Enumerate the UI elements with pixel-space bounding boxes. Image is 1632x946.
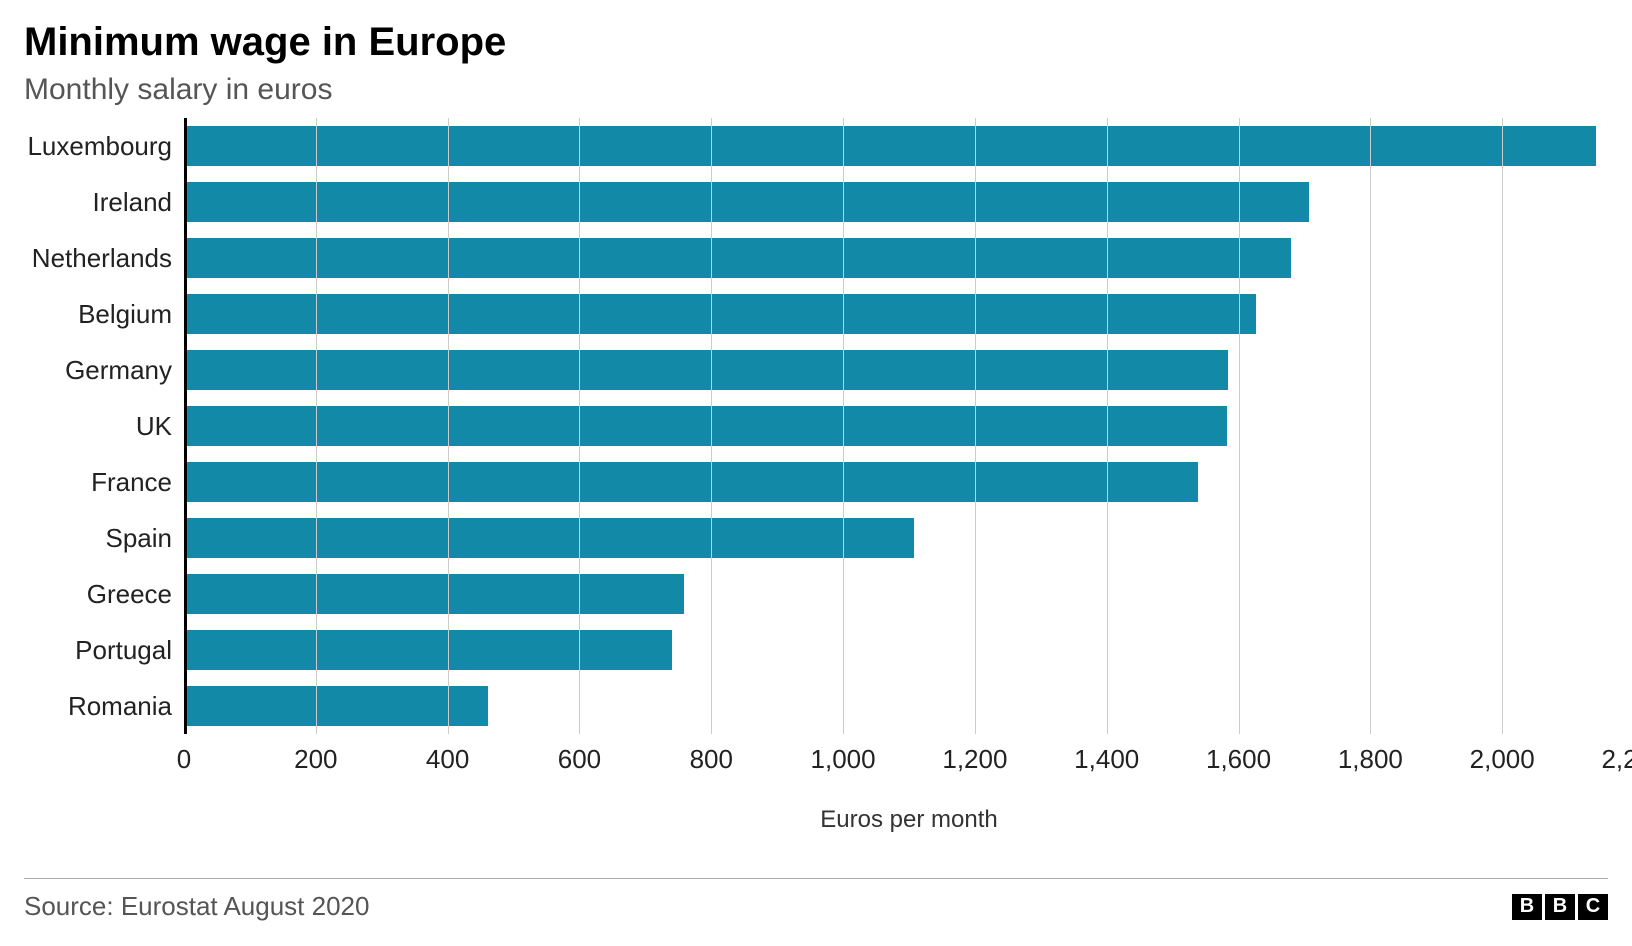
bbc-logo: BBC <box>1512 894 1608 920</box>
x-tick-label: 600 <box>558 744 601 775</box>
y-axis-label: Belgium <box>2 299 184 330</box>
y-axis-label: Netherlands <box>2 243 184 274</box>
y-axis-label: Spain <box>2 523 184 554</box>
y-axis-line <box>184 118 187 734</box>
x-tick-label: 1,800 <box>1338 744 1403 775</box>
chart-subtitle: Monthly salary in euros <box>24 73 1608 107</box>
y-axis-label: Germany <box>2 355 184 386</box>
x-tick-label: 400 <box>426 744 469 775</box>
logo-block: B <box>1545 894 1575 920</box>
gridline <box>1370 118 1371 734</box>
chart-footer: Source: Eurostat August 2020 BBC <box>24 878 1608 922</box>
gridline <box>1107 118 1108 734</box>
x-tick-label: 1,200 <box>942 744 1007 775</box>
gridline <box>579 118 580 734</box>
logo-block: C <box>1578 894 1608 920</box>
y-axis-label: Greece <box>2 579 184 610</box>
gridline <box>843 118 844 734</box>
x-tick-label: 800 <box>690 744 733 775</box>
x-tick-label: 0 <box>177 744 191 775</box>
gridline <box>1239 118 1240 734</box>
gridline <box>975 118 976 734</box>
gridline <box>448 118 449 734</box>
x-tick-label: 2,000 <box>1470 744 1535 775</box>
gridline <box>711 118 712 734</box>
x-tick-label: 1,400 <box>1074 744 1139 775</box>
chart-area: Luxembourg Ireland Netherlands Belgium Germa… <box>2 118 1632 734</box>
grid-layer <box>184 118 1632 734</box>
y-axis-label: Ireland <box>2 187 184 218</box>
x-axis-label: Euros per month <box>820 806 997 834</box>
y-axis-label: Romania <box>2 691 184 722</box>
x-tick-layer: 02004006008001,0001,2001,4001,6001,8002,… <box>184 734 1632 774</box>
logo-block: B <box>1512 894 1542 920</box>
source-text: Source: Eurostat August 2020 <box>24 891 369 922</box>
x-tick-label: 1,000 <box>811 744 876 775</box>
y-axis-label: France <box>2 467 184 498</box>
gridline <box>316 118 317 734</box>
gridline <box>1502 118 1503 734</box>
chart-title: Minimum wage in Europe <box>24 20 1608 65</box>
y-axis-label: Portugal <box>2 635 184 666</box>
y-axis-label: Luxembourg <box>2 131 184 162</box>
x-tick-label: 1,600 <box>1206 744 1271 775</box>
y-axis-label: UK <box>2 411 184 442</box>
x-tick-label: 200 <box>294 744 337 775</box>
x-tick-label: 2,200 <box>1601 744 1632 775</box>
